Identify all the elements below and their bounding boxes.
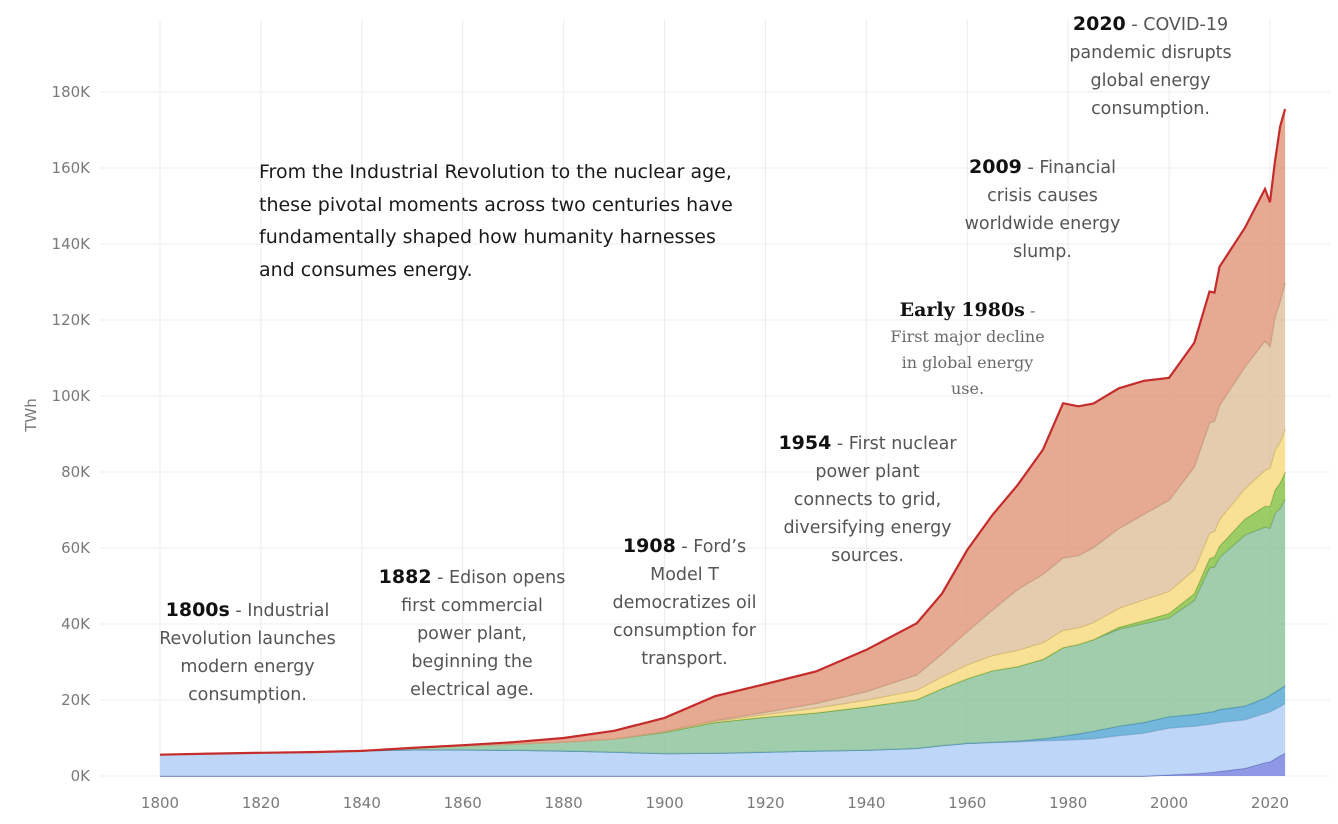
annotation-text: Ford’s Model T democratizes oil consumpt… bbox=[612, 537, 757, 669]
annotation-2009: 2009 - Financial crisis causes worldwide… bbox=[964, 156, 1121, 262]
y-tick-label: 120K bbox=[52, 311, 92, 329]
annotation-text: Industrial Revolution launches modern en… bbox=[159, 601, 336, 705]
annotation-1882: 1882 - Edison opens first commercial pow… bbox=[378, 566, 566, 700]
annotation-text: Edison opens first commercial power plan… bbox=[401, 568, 566, 700]
x-tick-label: 1880 bbox=[545, 794, 583, 812]
intro-text: From the Industrial Revolution to the nu… bbox=[259, 161, 733, 281]
x-tick-label: 1860 bbox=[444, 794, 482, 812]
area-coal bbox=[160, 499, 1286, 755]
annotation-year: Early 1980s bbox=[899, 299, 1025, 321]
area-other-fossil bbox=[160, 109, 1286, 755]
total-line bbox=[159, 108, 1287, 756]
annotation-year: 2009 bbox=[969, 156, 1022, 178]
x-tick-label: 1940 bbox=[847, 794, 885, 812]
x-tick-label: 1920 bbox=[746, 794, 784, 812]
y-tick-label: 140K bbox=[52, 235, 92, 253]
y-tick-label: 40K bbox=[61, 615, 91, 633]
annotation-year: 1954 bbox=[778, 432, 832, 454]
y-tick-label: 80K bbox=[61, 463, 91, 481]
annotation-year: 1908 bbox=[622, 535, 676, 557]
y-tick-label: 100K bbox=[52, 387, 92, 405]
y-tick-label: 160K bbox=[52, 159, 92, 177]
x-tick-label: 1840 bbox=[343, 794, 381, 812]
annotation-text: First nuclear power plant connects to gr… bbox=[783, 434, 957, 566]
stacked-areas bbox=[159, 108, 1287, 777]
y-axis-label: TWh bbox=[22, 398, 40, 433]
x-tick-label: 1800 bbox=[141, 794, 179, 812]
x-tick-label: 2000 bbox=[1150, 794, 1188, 812]
x-tick-label: 1900 bbox=[645, 794, 683, 812]
annotation-year: 1800s bbox=[165, 599, 230, 621]
y-tick-label: 20K bbox=[61, 691, 91, 709]
annotation-text: COVID-19 pandemic disrupts global energy… bbox=[1069, 15, 1232, 119]
area-gas bbox=[160, 282, 1286, 755]
annotation-year: 1882 bbox=[378, 566, 432, 588]
area-traditional-biomass-hydropower bbox=[160, 703, 1286, 776]
x-tick-label: 2020 bbox=[1251, 794, 1289, 812]
x-tick-label: 1960 bbox=[948, 794, 986, 812]
annotation-2020: 2020 - COVID-19 pandemic disrupts global… bbox=[1069, 13, 1232, 119]
axes: 0K 20K 40K 60K 80K 100K 120K 140K 160K 180K 1800 18… bbox=[52, 83, 1290, 812]
y-tick-label: 0K bbox=[71, 767, 92, 785]
x-tick-label: 1820 bbox=[242, 794, 280, 812]
y-tick-label: 60K bbox=[61, 539, 91, 557]
y-tick-label: 180K bbox=[52, 83, 92, 101]
x-tick-label: 1980 bbox=[1049, 794, 1087, 812]
annotation-text: Financial crisis causes worldwide energy… bbox=[964, 158, 1121, 262]
annotation-year: 2020 bbox=[1072, 13, 1126, 35]
annotation-1954: 1954 - First nuclear power plant connect… bbox=[778, 432, 957, 566]
annotation-early-1980s: Early 1980s - First major decline in glo… bbox=[890, 299, 1045, 398]
annotation-text: First major decline in global energy use… bbox=[890, 327, 1045, 398]
annotation-1800s: 1800s - Industrial Revolution launches m… bbox=[159, 599, 336, 705]
annotation-1908: 1908 - Ford’s Model T democratizes oil c… bbox=[612, 535, 757, 669]
